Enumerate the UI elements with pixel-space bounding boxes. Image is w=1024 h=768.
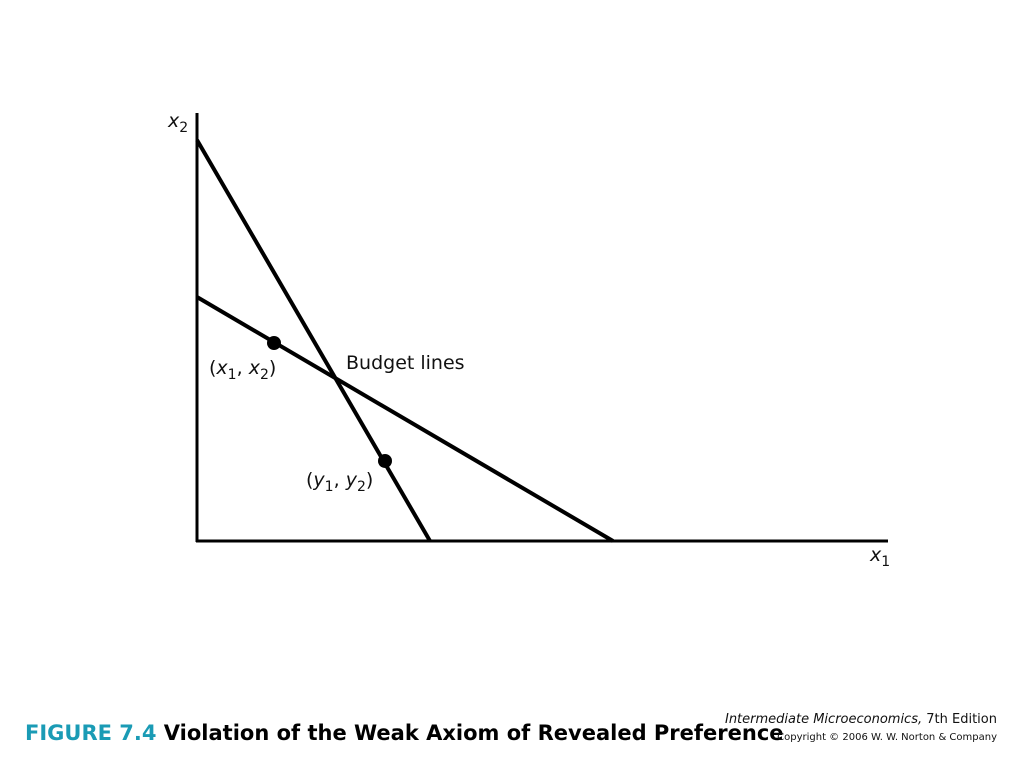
- budget-line: [195, 138, 432, 543]
- point-label: (x1, x2): [209, 357, 276, 383]
- copyright: Copyright © 2006 W. W. Norton & Company: [777, 732, 997, 743]
- subscript: 1: [228, 367, 237, 383]
- label-part: ): [366, 469, 373, 491]
- y-axis-label: x2: [167, 110, 188, 136]
- label-part: ): [269, 357, 276, 379]
- subscript: 2: [179, 120, 188, 136]
- budget-label: Budget lines: [346, 352, 465, 374]
- subscript: 1: [881, 554, 890, 570]
- label-part: x: [167, 110, 180, 132]
- label-part: y: [312, 469, 325, 491]
- label-part: x: [248, 357, 261, 379]
- book-line: Intermediate Microeconomics, 7th Edition: [725, 712, 997, 727]
- book-title: Intermediate Microeconomics,: [725, 712, 922, 727]
- budget-line: [195, 295, 615, 543]
- edition: 7th Edition: [926, 712, 997, 727]
- label-part: (: [306, 469, 313, 491]
- x-axis-label: x1: [869, 544, 890, 570]
- subscript: 2: [260, 367, 269, 383]
- point: [378, 454, 392, 468]
- label-part: (: [209, 357, 216, 379]
- subscript: 2: [357, 479, 366, 495]
- caption: FIGURE 7.4 Violation of the Weak Axiom o…: [25, 721, 784, 745]
- label-part: ,: [334, 469, 346, 491]
- subscript: 1: [325, 479, 334, 495]
- point-label: (y1, y2): [306, 469, 373, 495]
- label-part: x: [869, 544, 882, 566]
- figure-number: FIGURE 7.4: [25, 721, 156, 745]
- point: [267, 336, 281, 350]
- label-part: y: [345, 469, 358, 491]
- label-part: x: [215, 357, 228, 379]
- label-part: ,: [237, 357, 249, 379]
- figure-title: Violation of the Weak Axiom of Revealed …: [164, 721, 784, 745]
